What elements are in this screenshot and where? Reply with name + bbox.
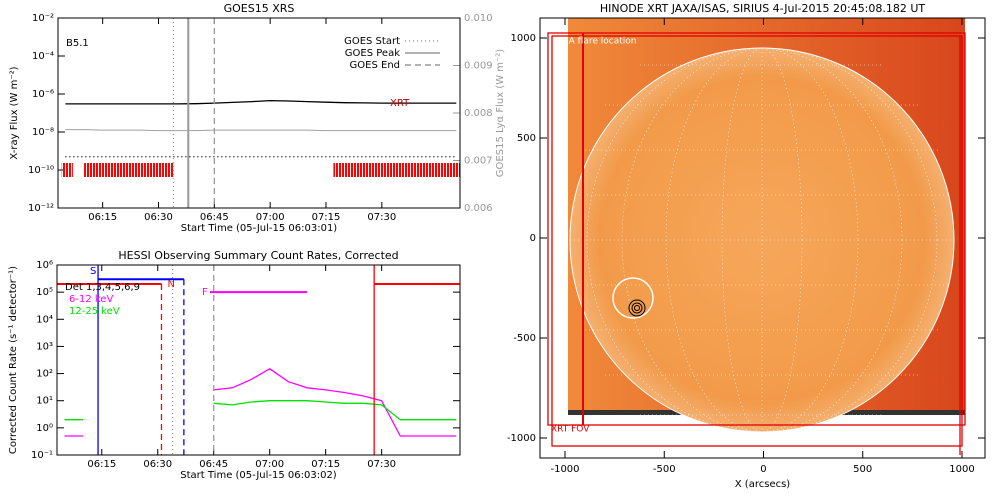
y-tick-label: 0: [530, 233, 536, 244]
flag-interval: [333, 163, 460, 177]
x-tick-label: 06:30: [143, 459, 172, 470]
x-tick-label: 07:00: [256, 212, 285, 223]
x-tick-label: 07:15: [312, 212, 341, 223]
y-tick-label: 10³: [36, 341, 53, 352]
flag-interval: [61, 163, 73, 177]
legend-label: GOES End: [350, 60, 400, 71]
x-tick-label: 06:45: [200, 212, 229, 223]
y-tick-label: 10⁻¹⁰: [28, 165, 54, 176]
legend-label: GOES Peak: [345, 48, 400, 59]
flag-label: F: [202, 287, 208, 298]
y2-axis-label: GOES15 Lyα Flux (W m⁻²): [495, 49, 506, 177]
series-line: [64, 368, 457, 437]
x-tick-label: 07:30: [367, 212, 396, 223]
y-tick-label: 10⁻¹: [31, 450, 53, 461]
annotation: Det 1,3,4,5,6,9: [65, 282, 140, 293]
legend-label: GOES Start: [344, 36, 400, 47]
x-tick-label: 06:15: [87, 459, 116, 470]
series-label: XRT: [390, 98, 410, 109]
solar-image: [547, 18, 966, 455]
y-tick-label: 10⁴: [36, 314, 53, 325]
y-tick-label: 10⁶: [36, 260, 53, 271]
y-tick-label: -1000: [507, 433, 536, 444]
y-tick-label: 10⁻⁴: [32, 51, 54, 62]
x-tick-label: 06:15: [88, 212, 117, 223]
series-line: [65, 129, 457, 132]
chart-title: HINODE XRT JAXA/ISAS, SIRIUS 4-Jul-2015 …: [600, 2, 926, 15]
flag-label: S: [90, 266, 96, 277]
y-tick-label: 10⁻⁸: [32, 127, 54, 138]
annotation: XRT FOV: [551, 425, 590, 435]
annotation: B5.1: [66, 38, 89, 49]
y-tick-label: 500: [517, 133, 536, 144]
x-tick-label: 06:45: [199, 459, 228, 470]
x-tick-label: -500: [653, 464, 676, 475]
x-tick-label: 0: [760, 464, 766, 475]
y2-tick-label: 0.006: [464, 203, 493, 214]
y-tick-label: -500: [513, 333, 536, 344]
x-tick-label: 07:15: [311, 459, 340, 470]
x-axis-label: Start Time (05-Jul-15 06:03:02): [180, 470, 337, 481]
xrt-fov: [547, 32, 966, 455]
x-tick-label: 1000: [949, 464, 974, 475]
x-tick-label: 07:00: [255, 459, 284, 470]
y-tick-label: 10⁻¹²: [28, 203, 54, 214]
y2-tick-label: 0.009: [464, 61, 493, 72]
flare-contours: [628, 299, 646, 317]
x-tick-label: 07:30: [367, 459, 396, 470]
y-tick-label: 10¹: [36, 396, 53, 407]
flag-interval: [84, 163, 174, 177]
y-tick-label: 10⁰: [36, 423, 53, 434]
x-tick-label: 06:30: [144, 212, 173, 223]
y-axis-label: Corrected Count Rate (s⁻¹ detector⁻¹): [8, 266, 19, 454]
x-tick-label: -1000: [550, 464, 579, 475]
y-tick-label: 10⁻⁶: [32, 89, 54, 100]
x-axis-label: X (arcsecs): [735, 479, 791, 490]
series-line: [65, 99, 457, 105]
flare-circle: [612, 277, 654, 319]
plot-frame: [57, 17, 461, 209]
chart-title: HESSI Observing Summary Count Rates, Cor…: [118, 249, 398, 262]
x-axis-label: Start Time (05-Jul-15 06:03:01): [181, 223, 338, 234]
flag-label: N: [167, 279, 174, 290]
chart-title: GOES15 XRS: [224, 2, 295, 15]
series-line: [64, 400, 457, 421]
y2-tick-label: 0.008: [464, 108, 493, 119]
solar-grid: [570, 47, 954, 433]
y-tick-label: 10⁵: [36, 287, 53, 298]
x-tick-label: 500: [853, 464, 872, 475]
legend-label: 6-12 keV: [69, 294, 113, 305]
plot-frame: [56, 264, 461, 456]
y-axis-label: X-ray Flux (W m⁻²): [9, 66, 20, 159]
annotation: IA flare location: [566, 37, 636, 47]
y2-tick-label: 0.010: [464, 13, 493, 24]
y-tick-label: 10²: [36, 369, 53, 380]
legend-label: 12-25 keV: [69, 306, 120, 317]
y-tick-label: 10⁻²: [32, 13, 54, 24]
y2-tick-label: 0.007: [464, 156, 493, 167]
y-tick-label: 1000: [511, 33, 536, 44]
